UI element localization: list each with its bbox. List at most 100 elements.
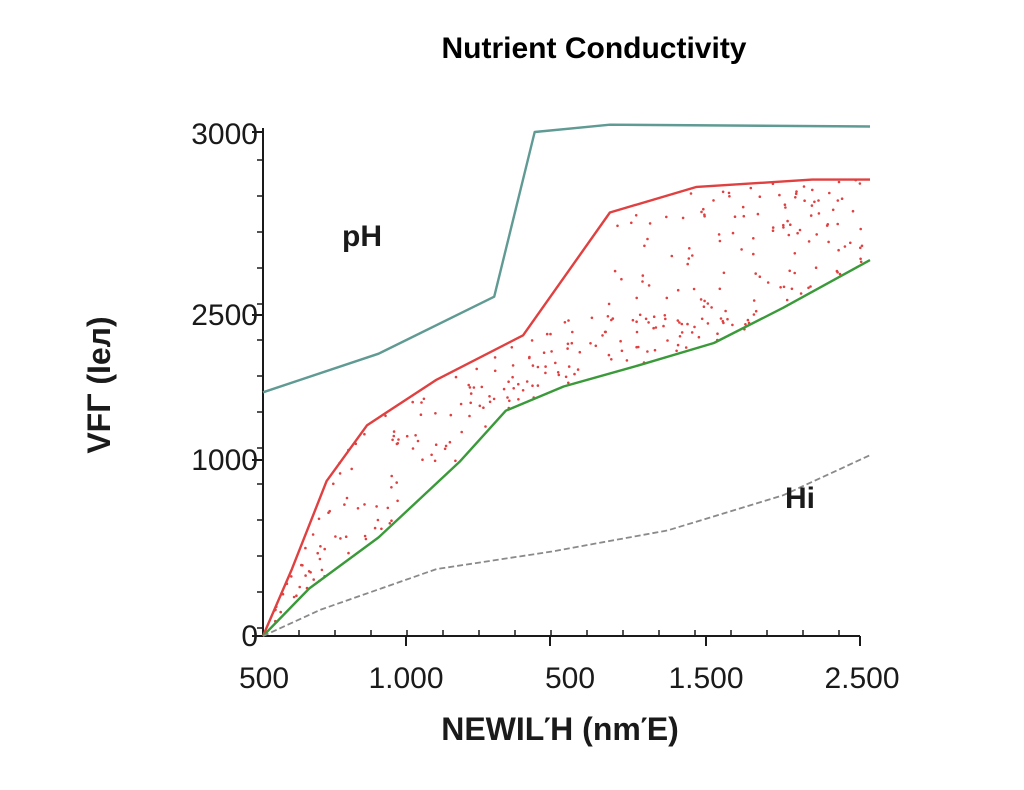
scatter-point bbox=[344, 535, 348, 538]
scatter-point bbox=[448, 440, 452, 444]
scatter-point bbox=[350, 467, 354, 471]
scatter-point bbox=[809, 214, 813, 217]
scatter-point bbox=[396, 499, 399, 503]
scatter-point bbox=[492, 397, 496, 401]
scatter-point bbox=[521, 389, 525, 392]
scatter-point bbox=[827, 240, 830, 244]
scatter-point bbox=[347, 551, 350, 555]
scatter-point bbox=[380, 527, 383, 531]
scatter-point bbox=[860, 244, 864, 248]
y-tick-label-2500: 2500 bbox=[191, 299, 258, 332]
scatter-point bbox=[828, 191, 831, 195]
scatter-point bbox=[469, 392, 473, 395]
scatter-point bbox=[782, 285, 786, 289]
scatter-point bbox=[727, 191, 731, 195]
scatter-point bbox=[454, 375, 458, 379]
scatter-point bbox=[317, 517, 321, 521]
scatter-point bbox=[570, 341, 574, 345]
scatter-point bbox=[815, 233, 818, 236]
scatter-point bbox=[794, 192, 798, 195]
scatter-point bbox=[724, 309, 727, 313]
scatter-point bbox=[392, 434, 396, 438]
scatter-point bbox=[594, 344, 598, 348]
annotation-hi: Hi bbox=[785, 482, 815, 515]
scatter-point bbox=[721, 319, 725, 323]
scatter-point bbox=[733, 215, 737, 218]
scatter-point bbox=[635, 296, 638, 300]
scatter-point bbox=[405, 434, 409, 438]
scatter-point bbox=[647, 284, 651, 287]
scatter-point bbox=[752, 237, 755, 240]
scatter-point bbox=[778, 193, 781, 197]
scatter-point bbox=[298, 585, 302, 589]
scatter-point bbox=[279, 610, 283, 614]
scatter-point bbox=[630, 221, 633, 225]
x-tick-label-1000: 1.000 bbox=[368, 662, 443, 695]
scatter-point bbox=[390, 519, 393, 522]
scatter-point bbox=[662, 324, 665, 328]
scatter-point bbox=[666, 339, 669, 342]
scatter-point bbox=[697, 335, 701, 339]
scatter-point bbox=[589, 342, 592, 345]
scatter-point bbox=[826, 223, 830, 226]
scatter-point bbox=[311, 533, 315, 536]
scatter-point bbox=[493, 369, 497, 373]
scatter-point bbox=[566, 342, 570, 346]
scatter-point bbox=[434, 412, 437, 415]
y-tick-label-3000: 3000 bbox=[191, 118, 258, 151]
scatter-point bbox=[530, 339, 534, 342]
scatter-point bbox=[482, 406, 485, 410]
scatter-point bbox=[798, 228, 802, 232]
scatter-point bbox=[752, 313, 756, 316]
scatter-point bbox=[643, 244, 646, 248]
scatter-point bbox=[754, 272, 757, 275]
scatter-point bbox=[676, 319, 680, 322]
scatter-point bbox=[740, 248, 743, 251]
scatter-point bbox=[676, 343, 680, 347]
scatter-point bbox=[817, 199, 820, 202]
scatter-point bbox=[721, 190, 725, 194]
scatter-point bbox=[635, 330, 639, 334]
scatter-point bbox=[620, 277, 623, 281]
scatter-point bbox=[375, 505, 378, 508]
scatter-point bbox=[433, 459, 437, 463]
scatter-point bbox=[663, 314, 667, 317]
scatter-point bbox=[386, 506, 390, 510]
scatter-point bbox=[717, 233, 721, 236]
scatter-point bbox=[859, 260, 863, 264]
scatter-point bbox=[693, 325, 696, 329]
scatter-point bbox=[536, 384, 540, 387]
scatter-point bbox=[590, 316, 594, 320]
scatter-point bbox=[517, 382, 520, 386]
scatter-point bbox=[290, 575, 293, 578]
scatter-point bbox=[430, 453, 433, 457]
scatter-point bbox=[652, 315, 656, 319]
scatter-point bbox=[702, 207, 705, 211]
scatter-point bbox=[475, 367, 479, 371]
scatter-point bbox=[567, 365, 571, 368]
scatter-point bbox=[292, 595, 296, 599]
scatter-point bbox=[684, 346, 688, 349]
scatter-point bbox=[544, 371, 547, 375]
scatter-point bbox=[802, 185, 806, 188]
scatter-point bbox=[420, 401, 423, 404]
scatter-point bbox=[795, 190, 798, 193]
scatter-point bbox=[789, 223, 792, 226]
scatter-point bbox=[607, 302, 611, 306]
scatter-point bbox=[851, 209, 855, 213]
scatter-point bbox=[507, 380, 510, 384]
scatter-point bbox=[449, 413, 453, 417]
scatter-point bbox=[790, 287, 794, 291]
scatter-point bbox=[665, 215, 668, 219]
scatter-point bbox=[817, 212, 821, 215]
scatter-point bbox=[831, 208, 835, 212]
scatter-point bbox=[726, 317, 729, 321]
scatter-point bbox=[809, 285, 812, 288]
scatter-point bbox=[421, 458, 424, 462]
scatter-point bbox=[334, 535, 337, 538]
scatter-point bbox=[318, 557, 322, 561]
scatter-point bbox=[680, 331, 684, 334]
scatter-point bbox=[557, 373, 561, 377]
scatter-point bbox=[531, 384, 534, 388]
